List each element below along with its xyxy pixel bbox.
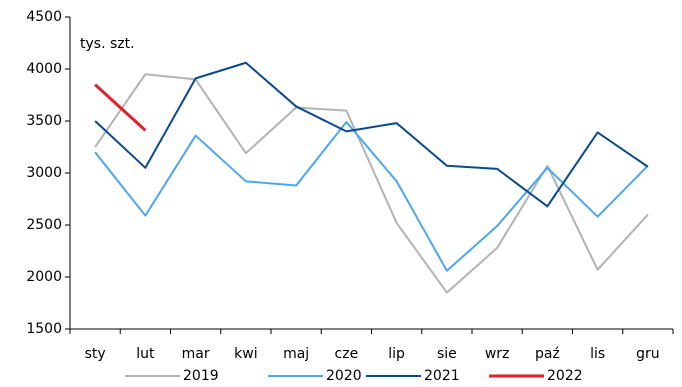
y-tick-label: 3000 [26,165,62,181]
x-tick-label: lut [136,346,155,362]
x-tick-label: paź [535,346,560,362]
legend-label: 2019 [183,368,219,384]
legend-label: 2020 [326,368,362,384]
series-line [94,73,649,294]
unit-label: tys. szt. [80,36,135,52]
x-tick-label: mar [182,346,210,362]
legend-label: 2021 [424,368,460,384]
x-tick-label: sty [85,346,106,362]
x-tick-label: lis [590,346,605,362]
y-tick-label: 4500 [26,9,62,25]
x-tick-label: kwi [234,346,257,362]
legend-label: 2022 [547,368,583,384]
series-line [94,83,147,132]
y-tick-label: 2500 [26,217,62,233]
series-line [94,121,649,272]
series-line [94,61,649,208]
y-tick-label: 4000 [26,61,62,77]
x-tick-label: sie [437,346,457,362]
x-tick-label: maj [283,346,309,362]
x-tick-label: wrz [485,346,510,362]
y-tick-label: 2000 [26,269,62,285]
y-tick-label: 3500 [26,113,62,129]
x-tick-label: gru [636,346,660,362]
x-tick-label: cze [335,346,359,362]
y-tick-label: 1500 [26,321,62,337]
x-tick-label: lip [388,346,405,362]
